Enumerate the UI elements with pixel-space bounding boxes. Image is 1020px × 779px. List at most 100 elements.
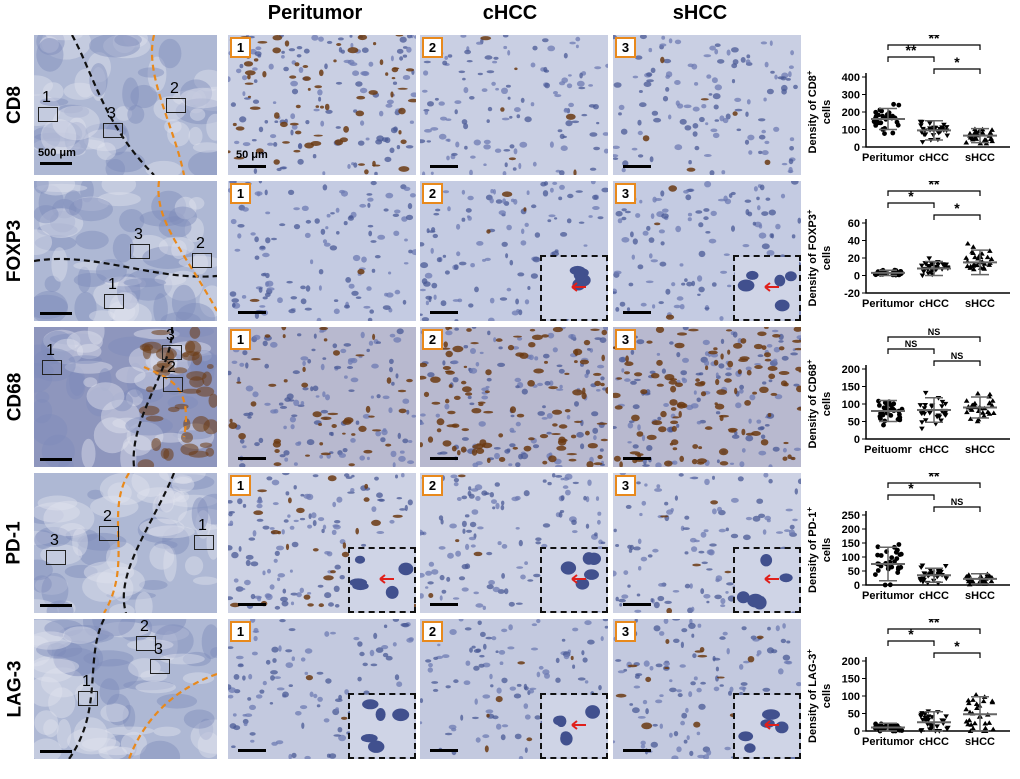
data-point [967, 709, 973, 715]
y-axis-label: Density of CD8+ [805, 70, 820, 153]
significance-bracket [887, 628, 981, 634]
y-axis-label-units: cells [821, 684, 833, 708]
data-point [896, 542, 902, 547]
data-point [981, 137, 988, 142]
region-number: 1 [198, 517, 207, 534]
row-label-lag-3: LAG-3 [0, 619, 30, 759]
overview-micrograph: 2 3 1 [34, 473, 217, 613]
significance-bracket [887, 190, 981, 196]
magnified-inset [540, 547, 608, 613]
data-point [969, 249, 975, 254]
data-point [964, 263, 971, 269]
data-point [919, 420, 925, 425]
data-point [990, 410, 997, 416]
panel-number-badge: 1 [230, 621, 251, 642]
data-point [877, 414, 883, 419]
data-point [928, 270, 935, 276]
data-point [964, 409, 970, 415]
panel-number-badge: 3 [615, 183, 636, 204]
row-label-text: LAG-3 [4, 660, 25, 718]
data-point [927, 121, 933, 127]
micrograph-peritumor: 1 [228, 473, 416, 613]
data-point [986, 262, 993, 267]
red-arrow-icon [764, 282, 779, 292]
data-point [922, 418, 929, 423]
data-point [882, 582, 888, 588]
data-point [981, 266, 988, 271]
significance-bracket [933, 68, 981, 74]
data-point [919, 563, 926, 569]
column-header-peritumor: Peritumor [267, 2, 363, 24]
data-point [963, 706, 970, 712]
significance-label: ** [929, 619, 940, 630]
panel-number-badge: 1 [230, 329, 251, 350]
significance-bracket [933, 214, 981, 220]
panel-number-badge: 3 [615, 37, 636, 58]
x-tick-label: sHCC [965, 736, 995, 748]
significance-label: * [908, 626, 914, 642]
data-point [965, 721, 971, 727]
data-point [936, 414, 943, 420]
data-point [919, 426, 925, 432]
micrograph-chcc: 2 [420, 327, 608, 467]
data-point [936, 126, 943, 132]
scale-bar [40, 604, 72, 607]
data-point [917, 578, 924, 583]
data-point [892, 559, 897, 564]
region-box [99, 526, 119, 541]
region-box [130, 244, 150, 259]
data-point [970, 244, 977, 249]
y-tick-label: 200 [842, 364, 860, 376]
data-point [989, 402, 995, 408]
significance-label: NS [928, 327, 941, 337]
region-box [136, 636, 156, 651]
data-point [989, 398, 996, 403]
y-axis-label-units: cells [821, 246, 833, 270]
y-tick-label: 200 [842, 107, 860, 119]
magnified-inset [540, 693, 608, 759]
data-point [919, 273, 926, 279]
data-point [986, 400, 993, 405]
sd-error-bar [925, 567, 943, 583]
data-point [970, 725, 976, 731]
sd-error-bar [925, 120, 943, 141]
data-point [988, 256, 995, 262]
y-tick-label: 150 [842, 538, 860, 550]
red-arrow-icon [764, 720, 779, 730]
scale-bar [430, 457, 458, 460]
sd-error-bar [925, 260, 943, 277]
data-point [891, 101, 896, 107]
data-point [974, 262, 980, 268]
panel-number-badge: 1 [230, 37, 251, 58]
x-tick-label: cHCC [919, 736, 949, 748]
data-point [918, 728, 925, 733]
data-point [873, 572, 878, 577]
axes [865, 657, 1010, 732]
data-point [918, 123, 924, 129]
y-tick-label: 50 [848, 417, 860, 429]
data-point [937, 568, 943, 574]
y-tick-label: 150 [842, 674, 860, 686]
overview-micrograph: 2 1 3 [34, 619, 217, 759]
row-label-text: FOXP3 [4, 219, 25, 283]
data-point [939, 399, 946, 405]
data-point [890, 130, 896, 136]
scatter-plot-lag-3: Density of LAG-3+ cells 0 50 100 150 200 Peritu… [800, 614, 1020, 759]
y-axis-label: Density of FOXP3+ [805, 209, 820, 306]
data-point [973, 136, 980, 141]
data-point [979, 129, 986, 135]
data-point [922, 261, 929, 266]
data-point [939, 404, 945, 409]
region-number: 1 [108, 276, 117, 293]
data-point [988, 578, 995, 584]
significance-label: ** [929, 181, 940, 192]
data-point [942, 564, 949, 569]
scale-label-overview: 500 μm [38, 147, 76, 159]
data-point [963, 139, 970, 145]
sd-error-bar [971, 127, 989, 144]
y-tick-label: 400 [842, 72, 860, 84]
data-point [919, 717, 926, 723]
x-tick-label: cHCC [919, 590, 949, 602]
data-point [967, 728, 974, 733]
data-point [897, 727, 902, 733]
